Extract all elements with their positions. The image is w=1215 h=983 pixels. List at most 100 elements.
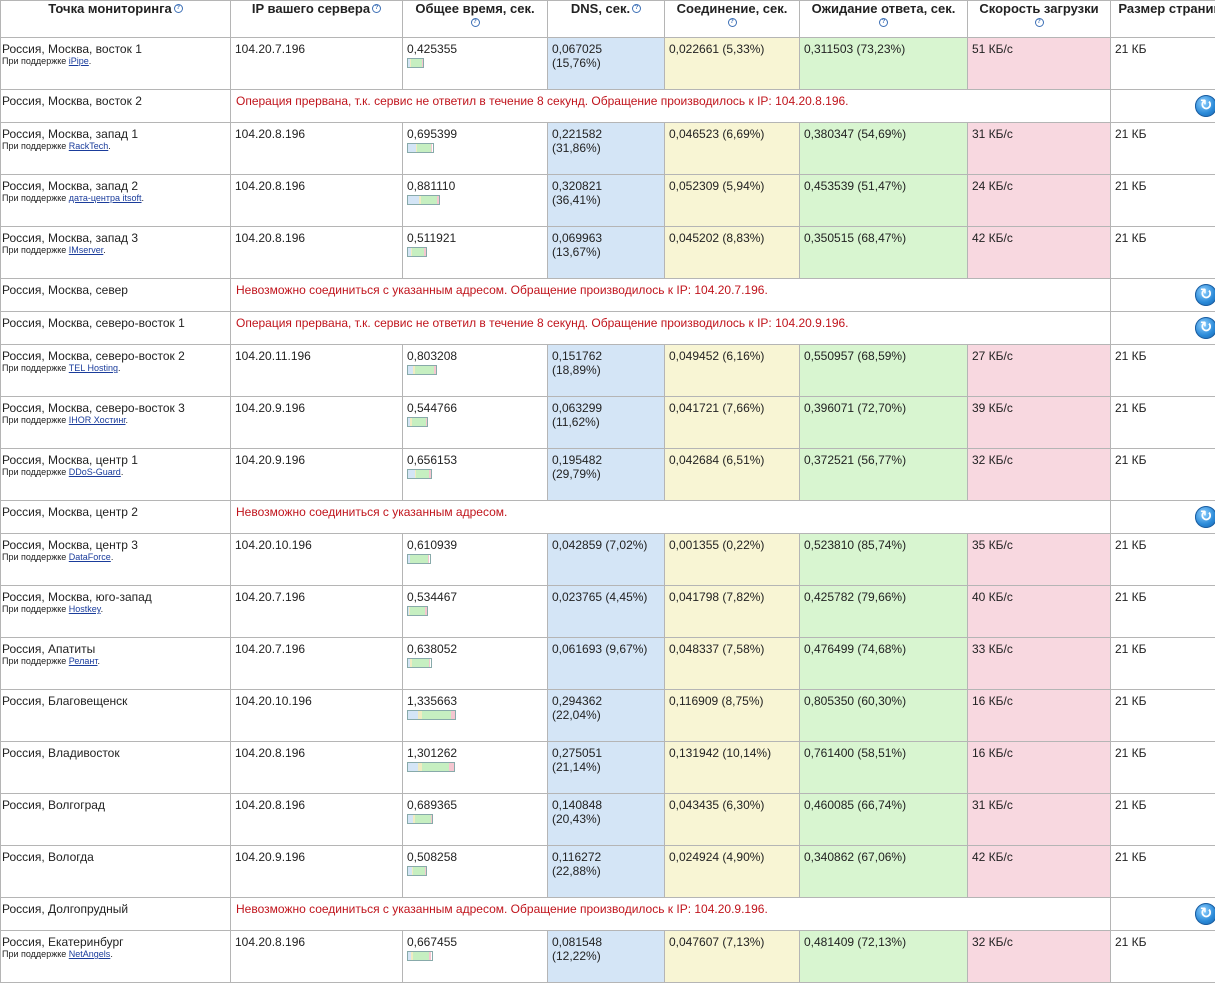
sponsor-link[interactable]: RackTech [69, 141, 109, 151]
ip-cell: 104.20.11.196 [231, 345, 403, 397]
help-icon[interactable]: ? [879, 18, 888, 27]
bar-wait-segment [413, 867, 425, 875]
total-cell: 0,667455 [403, 931, 548, 983]
sponsor-link[interactable]: дата-центра itsoft [69, 193, 142, 203]
dns-time: 0,081548 [552, 935, 661, 949]
speed-cell: 31 КБ/с [968, 123, 1111, 175]
bar-wait-segment [421, 196, 437, 204]
dns-cell: 0,081548(12,22%) [548, 931, 665, 983]
dns-percent: (31,86%) [552, 141, 661, 155]
col-location-label: Точка мониторинга [48, 1, 171, 16]
dns-percent: (13,67%) [552, 245, 661, 259]
sponsor-prefix: При поддержке [2, 552, 66, 562]
sponsor-link[interactable]: DDoS-Guard [69, 467, 121, 477]
dns-time: 0,195482 [552, 453, 661, 467]
retry-cell [1111, 501, 1215, 534]
wait-time: 0,761400 (58,51%) [800, 742, 967, 760]
col-total-label: Общее время, сек. [415, 1, 534, 16]
ip-cell: 104.20.8.196 [231, 931, 403, 983]
connect-cell: 0,052309 (5,94%) [665, 175, 800, 227]
col-dns-header: DNS, сек.? [548, 1, 665, 38]
wait-time: 0,350515 (68,47%) [800, 227, 967, 245]
col-connect-label: Соединение, сек. [677, 1, 788, 16]
sponsor-prefix: При поддержке [2, 56, 66, 66]
bar-wait-segment [422, 711, 450, 719]
wait-cell: 0,805350 (60,30%) [800, 690, 968, 742]
sponsor-link[interactable]: IMserver [69, 245, 104, 255]
server-ip: 104.20.8.196 [231, 931, 402, 949]
sponsor-link[interactable]: NetAngels [69, 949, 111, 959]
help-icon[interactable]: ? [471, 18, 480, 27]
dns-cell: 0,061693 (9,67%) [548, 638, 665, 690]
refresh-icon[interactable] [1195, 903, 1215, 925]
server-ip: 104.20.7.196 [231, 586, 402, 604]
download-speed: 31 КБ/с [968, 794, 1110, 812]
bar-wait-segment [415, 815, 431, 823]
col-ip-label: IP вашего сервера [252, 1, 370, 16]
refresh-icon[interactable] [1195, 317, 1215, 339]
page-size: 21 КБ [1111, 742, 1215, 760]
server-ip: 104.20.8.196 [231, 227, 402, 245]
dns-cell: 0,067025(15,76%) [548, 38, 665, 90]
download-speed: 35 КБ/с [968, 534, 1110, 552]
page-size: 21 КБ [1111, 931, 1215, 949]
refresh-icon[interactable] [1195, 284, 1215, 306]
server-ip: 104.20.11.196 [231, 345, 402, 363]
total-cell: 0,656153 [403, 449, 548, 501]
connect-time: 0,001355 (0,22%) [665, 534, 799, 552]
location-cell: Россия, Долгопрудный [1, 898, 231, 931]
sponsor-link[interactable]: TEL Hosting [69, 363, 118, 373]
total-time: 1,335663 [407, 694, 544, 708]
help-icon[interactable]: ? [174, 4, 183, 13]
location-name: Россия, Апатиты [2, 642, 227, 656]
server-ip: 104.20.9.196 [231, 397, 402, 415]
sponsor-link[interactable]: iPipe [69, 56, 89, 66]
connect-cell: 0,042684 (6,51%) [665, 449, 800, 501]
help-icon[interactable]: ? [372, 4, 381, 13]
help-icon[interactable]: ? [632, 4, 641, 13]
page-size: 21 КБ [1111, 175, 1215, 193]
size-cell: 21 КБ [1111, 794, 1215, 846]
location-cell: Россия, Благовещенск [1, 690, 231, 742]
retry-cell [1111, 312, 1215, 345]
sponsor-link[interactable]: Релант [69, 656, 98, 666]
size-cell: 21 КБ [1111, 742, 1215, 794]
wait-time: 0,380347 (54,69%) [800, 123, 967, 141]
page-size: 21 КБ [1111, 345, 1215, 363]
location-name: Россия, Москва, центр 3 [2, 538, 227, 552]
dns-percent: (12,22%) [552, 949, 661, 963]
location-cell: Россия, Владивосток [1, 742, 231, 794]
total-cell: 0,425355 [403, 38, 548, 90]
refresh-icon[interactable] [1195, 506, 1215, 528]
help-icon[interactable]: ? [1035, 18, 1044, 27]
sponsor-link[interactable]: IHOR Хостинг [69, 415, 126, 425]
sponsor-prefix: При поддержке [2, 656, 66, 666]
location-name: Россия, Москва, восток 2 [2, 94, 227, 108]
wait-cell: 0,481409 (72,13%) [800, 931, 968, 983]
bar-download-segment [425, 867, 426, 875]
location-cell: Россия, Москва, восток 2 [1, 90, 231, 123]
server-ip: 104.20.7.196 [231, 638, 402, 656]
bar-wait-segment [412, 248, 424, 256]
connect-time: 0,052309 (5,94%) [665, 175, 799, 193]
download-speed: 33 КБ/с [968, 638, 1110, 656]
timing-bar [407, 58, 424, 68]
sponsor-link[interactable]: Hostkey [69, 604, 101, 614]
help-icon[interactable]: ? [728, 18, 737, 27]
page-size: 21 КБ [1111, 794, 1215, 812]
bar-wait-segment [411, 59, 422, 67]
sponsor-link[interactable]: DataForce [69, 552, 111, 562]
dns-percent: (18,89%) [552, 363, 661, 377]
total-time: 0,508258 [407, 850, 544, 864]
refresh-icon[interactable] [1195, 95, 1215, 117]
sponsor-line: При поддержке Релант. [2, 656, 227, 667]
total-time: 0,610939 [407, 538, 544, 552]
wait-time: 0,523810 (85,74%) [800, 534, 967, 552]
